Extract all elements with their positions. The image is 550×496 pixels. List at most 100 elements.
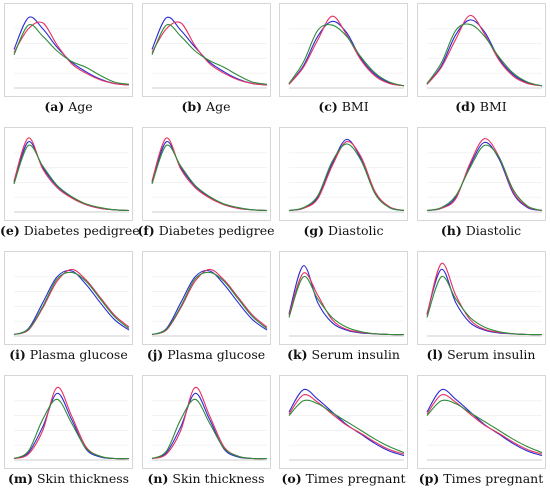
density-plot: [13, 386, 130, 461]
series-line-1: [426, 388, 542, 457]
caption-text: Skin thickness: [33, 471, 130, 486]
series-line-2: [425, 262, 542, 336]
caption-letter: (f): [137, 223, 155, 238]
chart-panel: [4, 3, 133, 97]
caption-text: Serum insulin: [307, 347, 400, 362]
chart-panel: [416, 251, 546, 345]
density-plot: [426, 138, 542, 213]
series-line-1: [13, 141, 130, 212]
series-line-1: [13, 16, 130, 86]
chart-panel: [4, 375, 133, 469]
chart-panel: [4, 127, 133, 221]
series-line-1: [288, 138, 405, 212]
series-line-2: [288, 140, 405, 212]
series-line-1: [151, 269, 267, 336]
series-line-3: [151, 398, 267, 460]
chart-cell: (h) Diastolic: [413, 124, 550, 248]
series-line-3: [151, 271, 267, 336]
series-line-1: [150, 141, 267, 212]
series-line-3: [13, 23, 130, 85]
caption-letter: (p): [418, 471, 440, 486]
caption-letter: (l): [426, 347, 444, 362]
caption-letter: (c): [318, 99, 338, 114]
caption-text: BMI: [337, 99, 369, 114]
caption-text: Age: [64, 99, 93, 114]
chart-cell: (k) Serum insulin: [275, 248, 412, 372]
series-line-3: [288, 399, 405, 454]
caption-text: Diabetes pedigree: [19, 223, 140, 238]
chart-caption: (l) Serum insulin: [413, 347, 550, 362]
caption-letter: (d): [455, 99, 476, 114]
chart-cell: (f) Diabetes pedigree: [138, 124, 275, 248]
density-plot: [13, 16, 130, 89]
density-plot: [426, 14, 542, 89]
density-plot: [288, 15, 405, 89]
chart-cell: (p) Times pregnant: [413, 372, 550, 496]
caption-letter: (n): [147, 471, 169, 486]
chart-caption: (b) Age: [138, 99, 275, 114]
series-line-2: [151, 21, 267, 86]
caption-text: Serum insulin: [443, 347, 536, 362]
chart-panel: [279, 127, 408, 221]
chart-panel: [416, 3, 546, 97]
caption-letter: (b): [181, 99, 203, 114]
chart-panel: [141, 127, 271, 221]
density-plot: [288, 265, 405, 337]
chart-cell: (e) Diabetes pedigree: [0, 124, 140, 248]
caption-text: Plasma glucose: [163, 347, 266, 362]
caption-letter: (m): [7, 471, 33, 486]
chart-panel: [141, 375, 271, 469]
chart-panel: [279, 3, 408, 97]
density-plot: [288, 388, 405, 461]
chart-panel: [4, 251, 133, 345]
chart-cell: (a) Age: [0, 0, 137, 124]
caption-text: Diabetes pedigree: [154, 223, 275, 238]
series-line-2: [150, 137, 267, 212]
chart-caption: (c) BMI: [275, 99, 412, 114]
density-plot: [150, 16, 267, 89]
chart-cell: (l) Serum insulin: [413, 248, 550, 372]
series-line-1: [151, 392, 267, 460]
series-line-1: [13, 392, 130, 460]
chart-caption: (h) Diastolic: [413, 223, 550, 238]
series-line-2: [426, 138, 542, 212]
series-line-2: [13, 21, 130, 86]
caption-text: Diastolic: [324, 223, 384, 238]
chart-panel: [416, 127, 546, 221]
density-plot: [151, 268, 267, 337]
chart-panel: [141, 251, 271, 345]
caption-text: Times pregnant: [301, 471, 406, 486]
series-line-2: [426, 393, 542, 455]
caption-letter: (o): [281, 471, 302, 486]
chart-panel: [141, 3, 271, 97]
caption-letter: (j): [146, 347, 164, 362]
series-line-2: [151, 268, 267, 336]
series-line-3: [288, 276, 405, 336]
chart-caption: (o) Times pregnant: [275, 471, 412, 486]
chart-cell: (g) Diastolic: [275, 124, 412, 248]
chart-panel: [279, 375, 408, 469]
chart-panel: [279, 251, 408, 345]
chart-cell: (m) Skin thickness: [0, 372, 137, 496]
series-line-2: [426, 14, 542, 87]
series-line-1: [13, 269, 130, 336]
caption-text: Plasma glucose: [25, 347, 128, 362]
chart-cell: (c) BMI: [275, 0, 412, 124]
series-line-2: [288, 15, 405, 87]
density-plot: [150, 137, 267, 213]
series-line-3: [13, 398, 130, 460]
series-line-3: [426, 23, 542, 87]
series-line-1: [288, 20, 405, 87]
caption-text: Skin thickness: [168, 471, 265, 486]
caption-letter: (e): [0, 223, 20, 238]
series-line-3: [288, 143, 405, 212]
caption-letter: (i): [9, 347, 26, 362]
chart-caption: (j) Plasma glucose: [138, 347, 275, 362]
series-line-1: [426, 19, 542, 87]
series-line-3: [425, 276, 542, 336]
series-line-3: [426, 144, 542, 212]
series-line-3: [151, 23, 267, 85]
density-plot: [151, 386, 267, 461]
chart-cell: (d) BMI: [413, 0, 550, 124]
